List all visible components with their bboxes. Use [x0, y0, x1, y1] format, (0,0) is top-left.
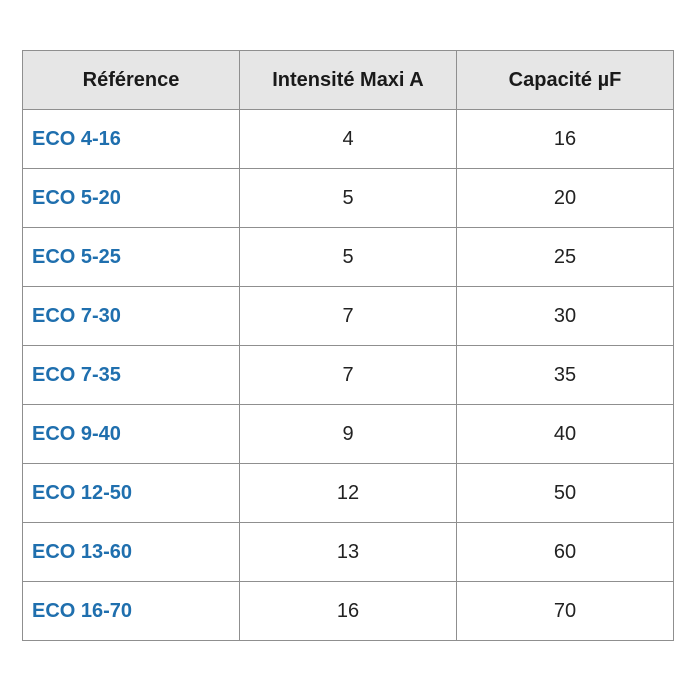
value-cell: 7: [239, 286, 457, 346]
table-row: ECO 13-60 13 60: [22, 522, 674, 582]
value-cell: 20: [456, 168, 674, 228]
table-row: ECO 5-25 5 25: [22, 227, 674, 287]
reference-cell: ECO 4-16: [22, 109, 240, 169]
table-header: Référence Intensité Maxi A Capacité µF: [22, 50, 674, 110]
reference-cell: ECO 9-40: [22, 404, 240, 464]
header-cell: Capacité µF: [456, 50, 674, 110]
reference-cell: ECO 5-25: [22, 227, 240, 287]
reference-cell: ECO 16-70: [22, 581, 240, 641]
value-cell: 9: [239, 404, 457, 464]
value-cell: 12: [239, 463, 457, 523]
value-cell: 60: [456, 522, 674, 582]
table-row: ECO 4-16 4 16: [22, 109, 674, 169]
table-row: ECO 16-70 16 70: [22, 581, 674, 641]
table-row: ECO 7-30 7 30: [22, 286, 674, 346]
value-cell: 7: [239, 345, 457, 405]
table-row: ECO 7-35 7 35: [22, 345, 674, 405]
value-cell: 35: [456, 345, 674, 405]
value-cell: 16: [239, 581, 457, 641]
reference-cell: ECO 12-50: [22, 463, 240, 523]
reference-cell: ECO 5-20: [22, 168, 240, 228]
value-cell: 25: [456, 227, 674, 287]
table-row: ECO 9-40 9 40: [22, 404, 674, 464]
header-row: Référence Intensité Maxi A Capacité µF: [22, 50, 674, 110]
spec-table: Référence Intensité Maxi A Capacité µF ECO…: [22, 50, 674, 641]
header-cell: Référence: [22, 50, 240, 110]
reference-cell: ECO 13-60: [22, 522, 240, 582]
table-row: ECO 12-50 12 50: [22, 463, 674, 523]
value-cell: 4: [239, 109, 457, 169]
header-cell: Intensité Maxi A: [239, 50, 457, 110]
reference-cell: ECO 7-30: [22, 286, 240, 346]
value-cell: 70: [456, 581, 674, 641]
table-row: ECO 5-20 5 20: [22, 168, 674, 228]
value-cell: 16: [456, 109, 674, 169]
table-body: ECO 4-16 4 16 ECO 5-20 5 20 ECO 5-25 5 25 ECO 7-3…: [22, 109, 674, 641]
value-cell: 13: [239, 522, 457, 582]
value-cell: 5: [239, 227, 457, 287]
value-cell: 40: [456, 404, 674, 464]
reference-cell: ECO 7-35: [22, 345, 240, 405]
value-cell: 5: [239, 168, 457, 228]
value-cell: 30: [456, 286, 674, 346]
value-cell: 50: [456, 463, 674, 523]
